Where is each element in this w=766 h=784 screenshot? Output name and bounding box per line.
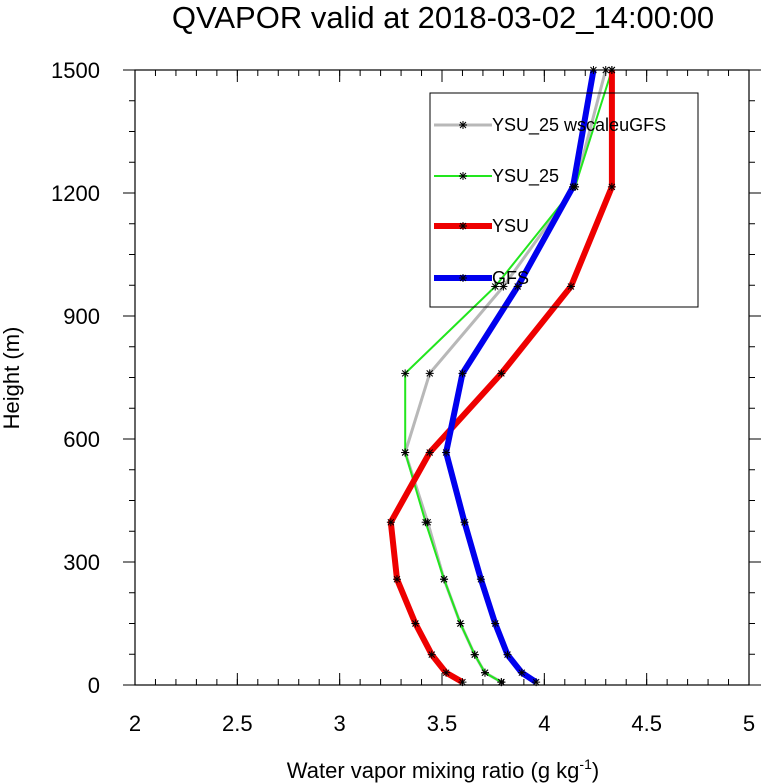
x-axis-label-main: Water vapor mixing ratio (g kg: [287, 758, 580, 783]
legend-label: YSU_25: [492, 166, 559, 187]
marker-stroke: [442, 669, 450, 677]
marker-stroke: [401, 449, 409, 456]
x-tick-label: 5: [743, 711, 755, 736]
legend-item-1: YSU_25 wscaleuGFS: [434, 115, 666, 136]
data-point-marker: [411, 619, 420, 628]
y-tick-label: 600: [63, 427, 100, 452]
data-point-marker: [401, 369, 410, 378]
x-tick-label: 2: [129, 711, 141, 736]
marker-stroke: [459, 370, 466, 377]
legend-label: YSU_25 wscaleuGFS: [492, 115, 666, 136]
data-point-marker: [470, 650, 479, 659]
marker-stroke: [422, 518, 429, 526]
marker-stroke: [412, 620, 419, 627]
marker-stroke: [428, 651, 436, 659]
x-tick-label: 2.5: [222, 711, 253, 736]
x-tick-label: 3.5: [427, 711, 458, 736]
marker-stroke: [461, 518, 468, 526]
y-tick-label: 1200: [51, 181, 100, 206]
y-tick-label: 0: [88, 673, 100, 698]
marker-stroke: [497, 370, 505, 377]
marker-stroke: [491, 620, 499, 627]
marker-stroke: [426, 370, 434, 377]
x-axis-label-end: ): [592, 758, 599, 783]
data-point-marker: [421, 518, 430, 527]
data-point-marker: [460, 518, 469, 527]
marker-stroke: [459, 172, 467, 180]
plot-area: [135, 70, 749, 685]
marker-stroke: [514, 283, 522, 290]
data-point-marker: [513, 282, 522, 291]
legend-item-3: YSU: [434, 216, 529, 236]
data-point-marker: [392, 575, 401, 584]
data-point-marker: [566, 282, 575, 291]
marker-stroke: [459, 222, 467, 230]
marker-stroke: [457, 620, 464, 627]
marker-stroke: [401, 370, 409, 377]
legend-label: GFS: [492, 268, 529, 288]
legend: YSU_25 wscaleuGFS YSU_25 YSU GFS: [429, 92, 699, 308]
data-point-marker: [425, 448, 434, 457]
marker-stroke: [500, 283, 507, 290]
data-point-marker: [401, 448, 410, 457]
data-point-marker: [568, 182, 577, 191]
data-point-marker: [427, 650, 436, 659]
data-point-marker: [517, 668, 526, 677]
data-point-marker: [386, 518, 395, 527]
legend-item-4: GFS: [434, 268, 529, 288]
marker-stroke: [426, 449, 434, 456]
data-point-marker: [459, 274, 467, 282]
marker-stroke: [459, 274, 467, 282]
marker-stroke: [393, 575, 401, 583]
marker-stroke: [504, 651, 511, 659]
data-point-marker: [442, 448, 451, 457]
chart-title: QVAPOR valid at 2018-03-02_14:00:00: [172, 0, 714, 35]
legend-item-2: YSU_25: [434, 166, 559, 187]
x-tick-label: 4: [538, 711, 550, 736]
y-tick-label: 900: [63, 304, 100, 329]
data-point-marker: [458, 369, 467, 378]
marker-stroke: [440, 575, 448, 583]
marker-stroke: [567, 283, 575, 290]
marker-stroke: [518, 669, 526, 677]
marker-stroke: [477, 575, 485, 583]
axes-layer: 2 2.5 3 3.5 4 4.5 5 0 300 600 900 1200 1500: [51, 58, 761, 736]
data-point-marker: [607, 182, 616, 191]
data-point-marker: [440, 575, 449, 584]
y-tick-label: 300: [63, 550, 100, 575]
data-point-marker: [491, 282, 500, 291]
x-tick-label: 4.5: [631, 711, 662, 736]
data-point-marker: [480, 668, 489, 677]
marker-stroke: [491, 283, 499, 290]
y-tick-label: 1500: [51, 58, 100, 83]
data-point-marker: [497, 369, 506, 378]
marker-stroke: [532, 678, 540, 686]
data-point-marker: [425, 369, 434, 378]
legend-box: [429, 92, 699, 308]
x-axis-label-superscript: -1: [579, 756, 592, 772]
marker-stroke: [471, 651, 479, 659]
data-point-marker: [459, 222, 467, 230]
legend-label: YSU: [492, 216, 529, 236]
y-axis-label: Height (m): [0, 327, 24, 430]
data-point-marker: [503, 650, 512, 659]
data-point-marker: [459, 172, 467, 180]
x-tick-label: 3: [334, 711, 346, 736]
plot-background: [135, 70, 749, 685]
data-point-marker: [456, 619, 465, 628]
data-point-marker: [442, 668, 451, 677]
marker-stroke: [608, 183, 616, 191]
marker-stroke: [459, 121, 467, 129]
data-point-marker: [491, 619, 500, 628]
data-point-marker: [476, 575, 485, 584]
x-axis-label: Water vapor mixing ratio (g kg-1): [287, 756, 599, 783]
marker-stroke: [481, 669, 489, 677]
data-point-marker: [499, 282, 508, 291]
marker-stroke: [387, 518, 395, 526]
marker-stroke: [442, 449, 450, 456]
marker-stroke: [569, 183, 577, 191]
data-point-marker: [459, 121, 467, 129]
